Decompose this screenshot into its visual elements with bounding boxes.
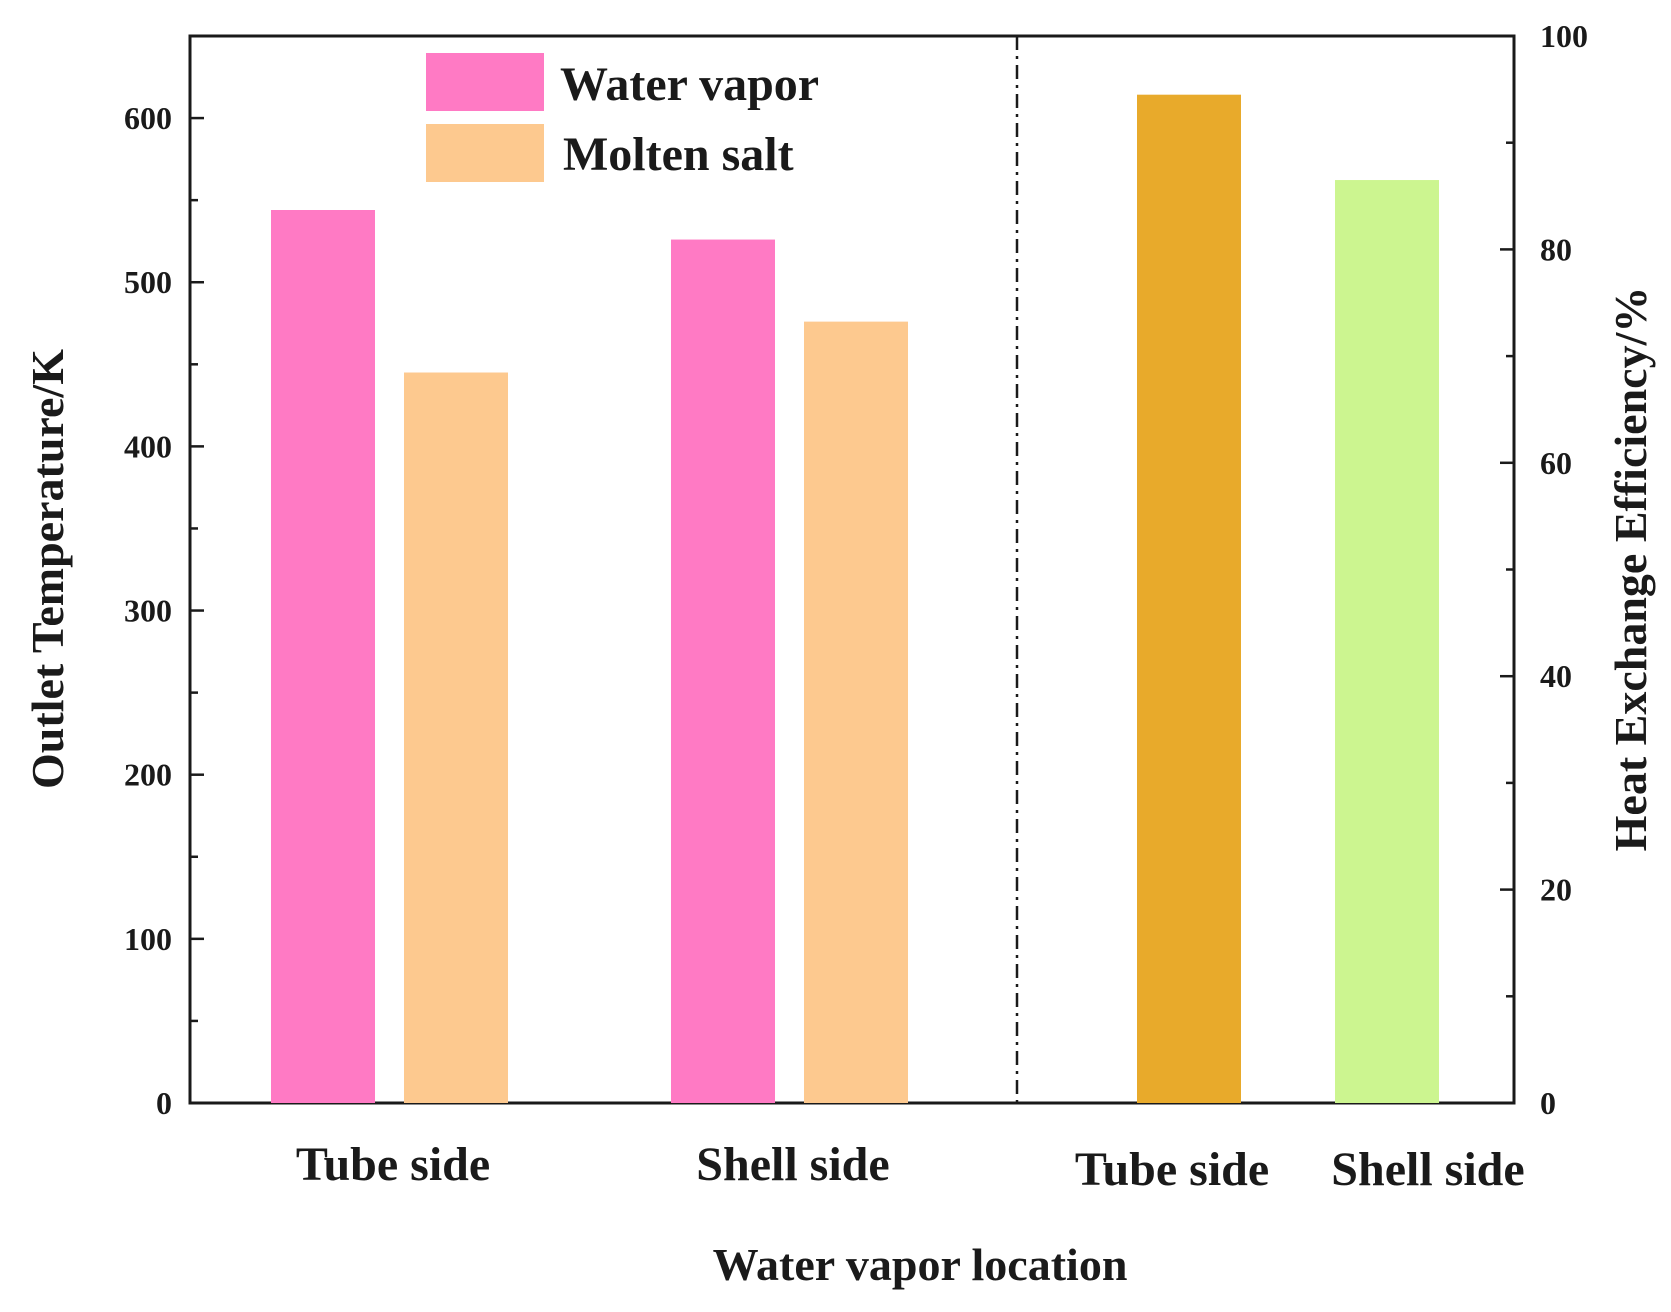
left-tick-label: 0 xyxy=(156,1085,172,1121)
bar-molten-salt-tube-side xyxy=(404,372,508,1103)
bar-efficiency-shell-side xyxy=(1335,180,1439,1104)
x-category-label: Tube side xyxy=(296,1138,490,1191)
right-tick-label: 80 xyxy=(1540,231,1572,267)
right-tick-label: 20 xyxy=(1540,872,1572,908)
left-tick-label: 500 xyxy=(124,264,172,300)
right-tick-label: 100 xyxy=(1540,18,1588,54)
legend-swatch-molten-salt xyxy=(426,124,544,182)
x-category-label: Tube side xyxy=(1075,1143,1269,1196)
right-axis: 0 20 40 60 80 100 xyxy=(1500,18,1588,1121)
legend-label-molten-salt: Molten salt xyxy=(563,128,794,181)
right-tick-label: 60 xyxy=(1540,445,1572,481)
left-tick-label: 200 xyxy=(124,757,172,793)
left-axis-title: Outlet Temperature/K xyxy=(22,349,73,789)
right-tick-label: 40 xyxy=(1540,658,1572,694)
left-axis: 0 100 200 300 400 500 600 xyxy=(124,34,204,1121)
legend: Water vapor Molten salt xyxy=(426,53,819,182)
category-labels: Tube side Shell side Tube side Shell side xyxy=(296,1138,1525,1196)
x-category-label: Shell side xyxy=(696,1138,889,1191)
bars xyxy=(271,94,1439,1104)
bar-water-vapor-tube-side xyxy=(271,210,375,1104)
bar-efficiency-tube-side xyxy=(1137,94,1241,1103)
left-tick-label: 100 xyxy=(124,921,172,957)
x-axis-title: Water vapor location xyxy=(713,1239,1128,1290)
x-category-label: Shell side xyxy=(1331,1143,1524,1196)
legend-label-water-vapor: Water vapor xyxy=(560,58,819,111)
right-axis-title: Heat Exchange Efficiency/% xyxy=(1605,287,1656,852)
bar-water-vapor-shell-side xyxy=(671,239,775,1103)
left-tick-label: 600 xyxy=(124,100,172,136)
legend-swatch-water-vapor xyxy=(426,53,544,111)
right-tick-label: 0 xyxy=(1540,1085,1556,1121)
bar-molten-salt-shell-side xyxy=(804,321,908,1103)
left-tick-label: 400 xyxy=(124,428,172,464)
left-tick-label: 300 xyxy=(124,593,172,629)
